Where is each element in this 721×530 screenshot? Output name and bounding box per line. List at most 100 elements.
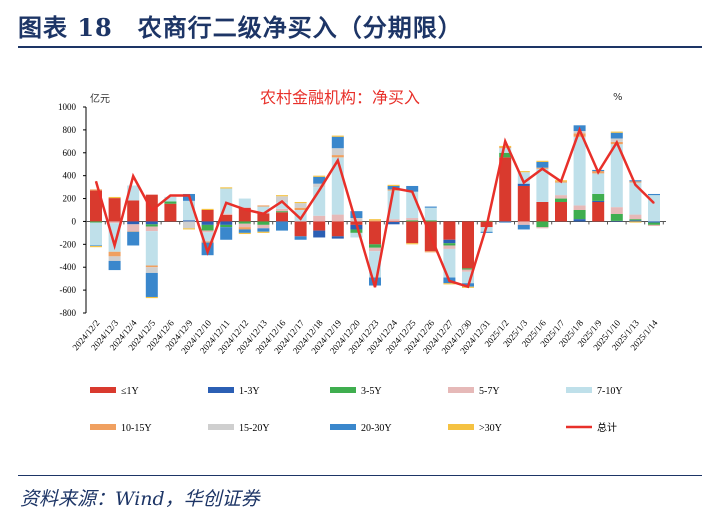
bar-segment-7-10Y bbox=[294, 210, 307, 222]
bar-segment-7-10Y bbox=[610, 144, 623, 208]
bar-segment-1-3Y bbox=[201, 221, 214, 225]
bar-segment-20-30Y bbox=[406, 185, 419, 192]
bar-segment-10-15Y bbox=[127, 231, 140, 232]
bar-segment-3-5Y bbox=[648, 222, 660, 225]
bar-segment-7-10Y bbox=[573, 136, 586, 206]
footer-divider bbox=[18, 475, 702, 476]
bar-segment-20-30Y bbox=[294, 236, 307, 240]
bar-segment-7-10Y bbox=[443, 248, 456, 278]
bar-segment-5-7Y bbox=[313, 215, 326, 222]
bar-segment->30Y bbox=[257, 231, 270, 233]
bar-segment-1-3Y bbox=[629, 220, 642, 222]
y-tick-label: 0 bbox=[72, 216, 77, 226]
total-line-point bbox=[504, 140, 506, 142]
bar-segment-1-3Y bbox=[610, 220, 623, 222]
legend-item-7-10Y: 7-10Y bbox=[566, 386, 623, 397]
y-tick-label: 200 bbox=[63, 194, 77, 204]
bar-segment-≤1Y bbox=[462, 221, 474, 269]
bar-segment-7-10Y bbox=[517, 172, 530, 184]
bar-segment-20-30Y bbox=[145, 272, 158, 297]
total-line-point bbox=[169, 194, 171, 196]
bar-segment-15-20Y bbox=[313, 183, 326, 188]
total-line-point bbox=[300, 218, 302, 220]
y-tick-label: 1000 bbox=[58, 102, 77, 112]
legend-swatch bbox=[90, 387, 116, 393]
total-line-point bbox=[281, 200, 283, 202]
bar-segment-10-15Y bbox=[257, 205, 270, 207]
bar-segment-10-15Y bbox=[201, 241, 214, 243]
bar-segment-20-30Y bbox=[220, 227, 233, 240]
y-axis-unit: 亿元 bbox=[90, 92, 110, 105]
bar-segment-7-10Y bbox=[145, 231, 158, 266]
bar-segment-≤1Y bbox=[201, 210, 214, 222]
bar-segment-3-5Y bbox=[145, 224, 158, 227]
y2-axis-unit: % bbox=[613, 92, 623, 103]
bar-segment-3-5Y bbox=[592, 193, 605, 201]
bar-segment->30Y bbox=[387, 184, 400, 186]
bar-segment-10-15Y bbox=[424, 251, 437, 253]
total-line-point bbox=[467, 286, 469, 288]
bar-segment-≤1Y bbox=[220, 214, 233, 222]
total-line-point bbox=[355, 223, 357, 225]
legend-swatch bbox=[208, 387, 234, 393]
bar-segment-≤1Y bbox=[387, 221, 400, 223]
bar-segment-15-20Y bbox=[145, 267, 158, 273]
bar-segment-≤1Y bbox=[164, 203, 177, 222]
bar-segment-7-10Y bbox=[424, 207, 437, 221]
total-line-point bbox=[318, 189, 320, 191]
bar-segment-5-7Y bbox=[406, 218, 419, 221]
bar-segment-≤1Y bbox=[406, 221, 419, 244]
y-tick-label: -200 bbox=[60, 239, 77, 249]
bar-segment->30Y bbox=[220, 187, 233, 189]
bar-segment-10-15Y bbox=[238, 227, 251, 230]
y-tick-label: -400 bbox=[60, 262, 77, 272]
legend-item-1-3Y: 1-3Y bbox=[208, 386, 260, 397]
bar-segment-1-3Y bbox=[183, 220, 195, 222]
total-line-point bbox=[393, 187, 395, 189]
bar-segment-≤1Y bbox=[592, 201, 605, 222]
total-line-point bbox=[560, 180, 562, 182]
bar-segment-1-3Y bbox=[573, 219, 586, 222]
bar-segment-20-30Y bbox=[629, 180, 642, 182]
bar-segment-15-20Y bbox=[108, 256, 121, 261]
bar-segment-7-10Y bbox=[220, 188, 233, 214]
bar-segment-5-7Y bbox=[629, 214, 642, 220]
bar-segment-≤1Y bbox=[369, 221, 381, 245]
bar-segment-≤1Y bbox=[108, 198, 121, 222]
bar-segment->30Y bbox=[610, 131, 623, 133]
total-line-point bbox=[374, 286, 376, 288]
bar-segment-20-30Y bbox=[480, 231, 493, 233]
bar-segment-3-5Y bbox=[629, 219, 642, 221]
bar-segment-3-5Y bbox=[573, 210, 586, 220]
bar-segment->30Y bbox=[443, 283, 456, 285]
bar-segment->30Y bbox=[536, 160, 549, 162]
bar-segment-20-30Y bbox=[610, 132, 623, 139]
bar-segment-3-5Y bbox=[350, 229, 363, 233]
legend-swatch bbox=[566, 387, 592, 393]
bar-segment-≤1Y bbox=[313, 221, 326, 231]
total-line-point bbox=[207, 251, 209, 253]
total-line-point bbox=[337, 159, 339, 161]
bar-segment-3-5Y bbox=[220, 224, 233, 228]
bar-segment->30Y bbox=[331, 135, 344, 137]
bar-segment-7-10Y bbox=[629, 182, 642, 215]
bar-segment-20-30Y bbox=[90, 245, 102, 247]
bar-segment-5-7Y bbox=[462, 269, 474, 272]
bar-segment->30Y bbox=[183, 228, 195, 230]
bar-segment-7-10Y bbox=[201, 232, 214, 242]
bar-segment-1-3Y bbox=[331, 236, 344, 239]
title-divider bbox=[18, 46, 702, 48]
legend-swatch bbox=[448, 387, 474, 393]
bar-segment-5-7Y bbox=[648, 224, 660, 227]
bar-segment-7-10Y bbox=[350, 232, 363, 238]
total-line-point bbox=[486, 225, 488, 227]
legend-label: 15-20Y bbox=[239, 423, 270, 434]
bar-segment-20-30Y bbox=[350, 211, 363, 219]
bar-segment-≤1Y bbox=[90, 190, 102, 222]
bar-segment-20-30Y bbox=[238, 229, 251, 233]
bar-segment->30Y bbox=[517, 171, 530, 173]
bar-segment-3-5Y bbox=[369, 244, 381, 248]
bar-segment-10-15Y bbox=[294, 207, 307, 210]
legend-swatch bbox=[330, 424, 356, 430]
legend-swatch bbox=[330, 387, 356, 393]
